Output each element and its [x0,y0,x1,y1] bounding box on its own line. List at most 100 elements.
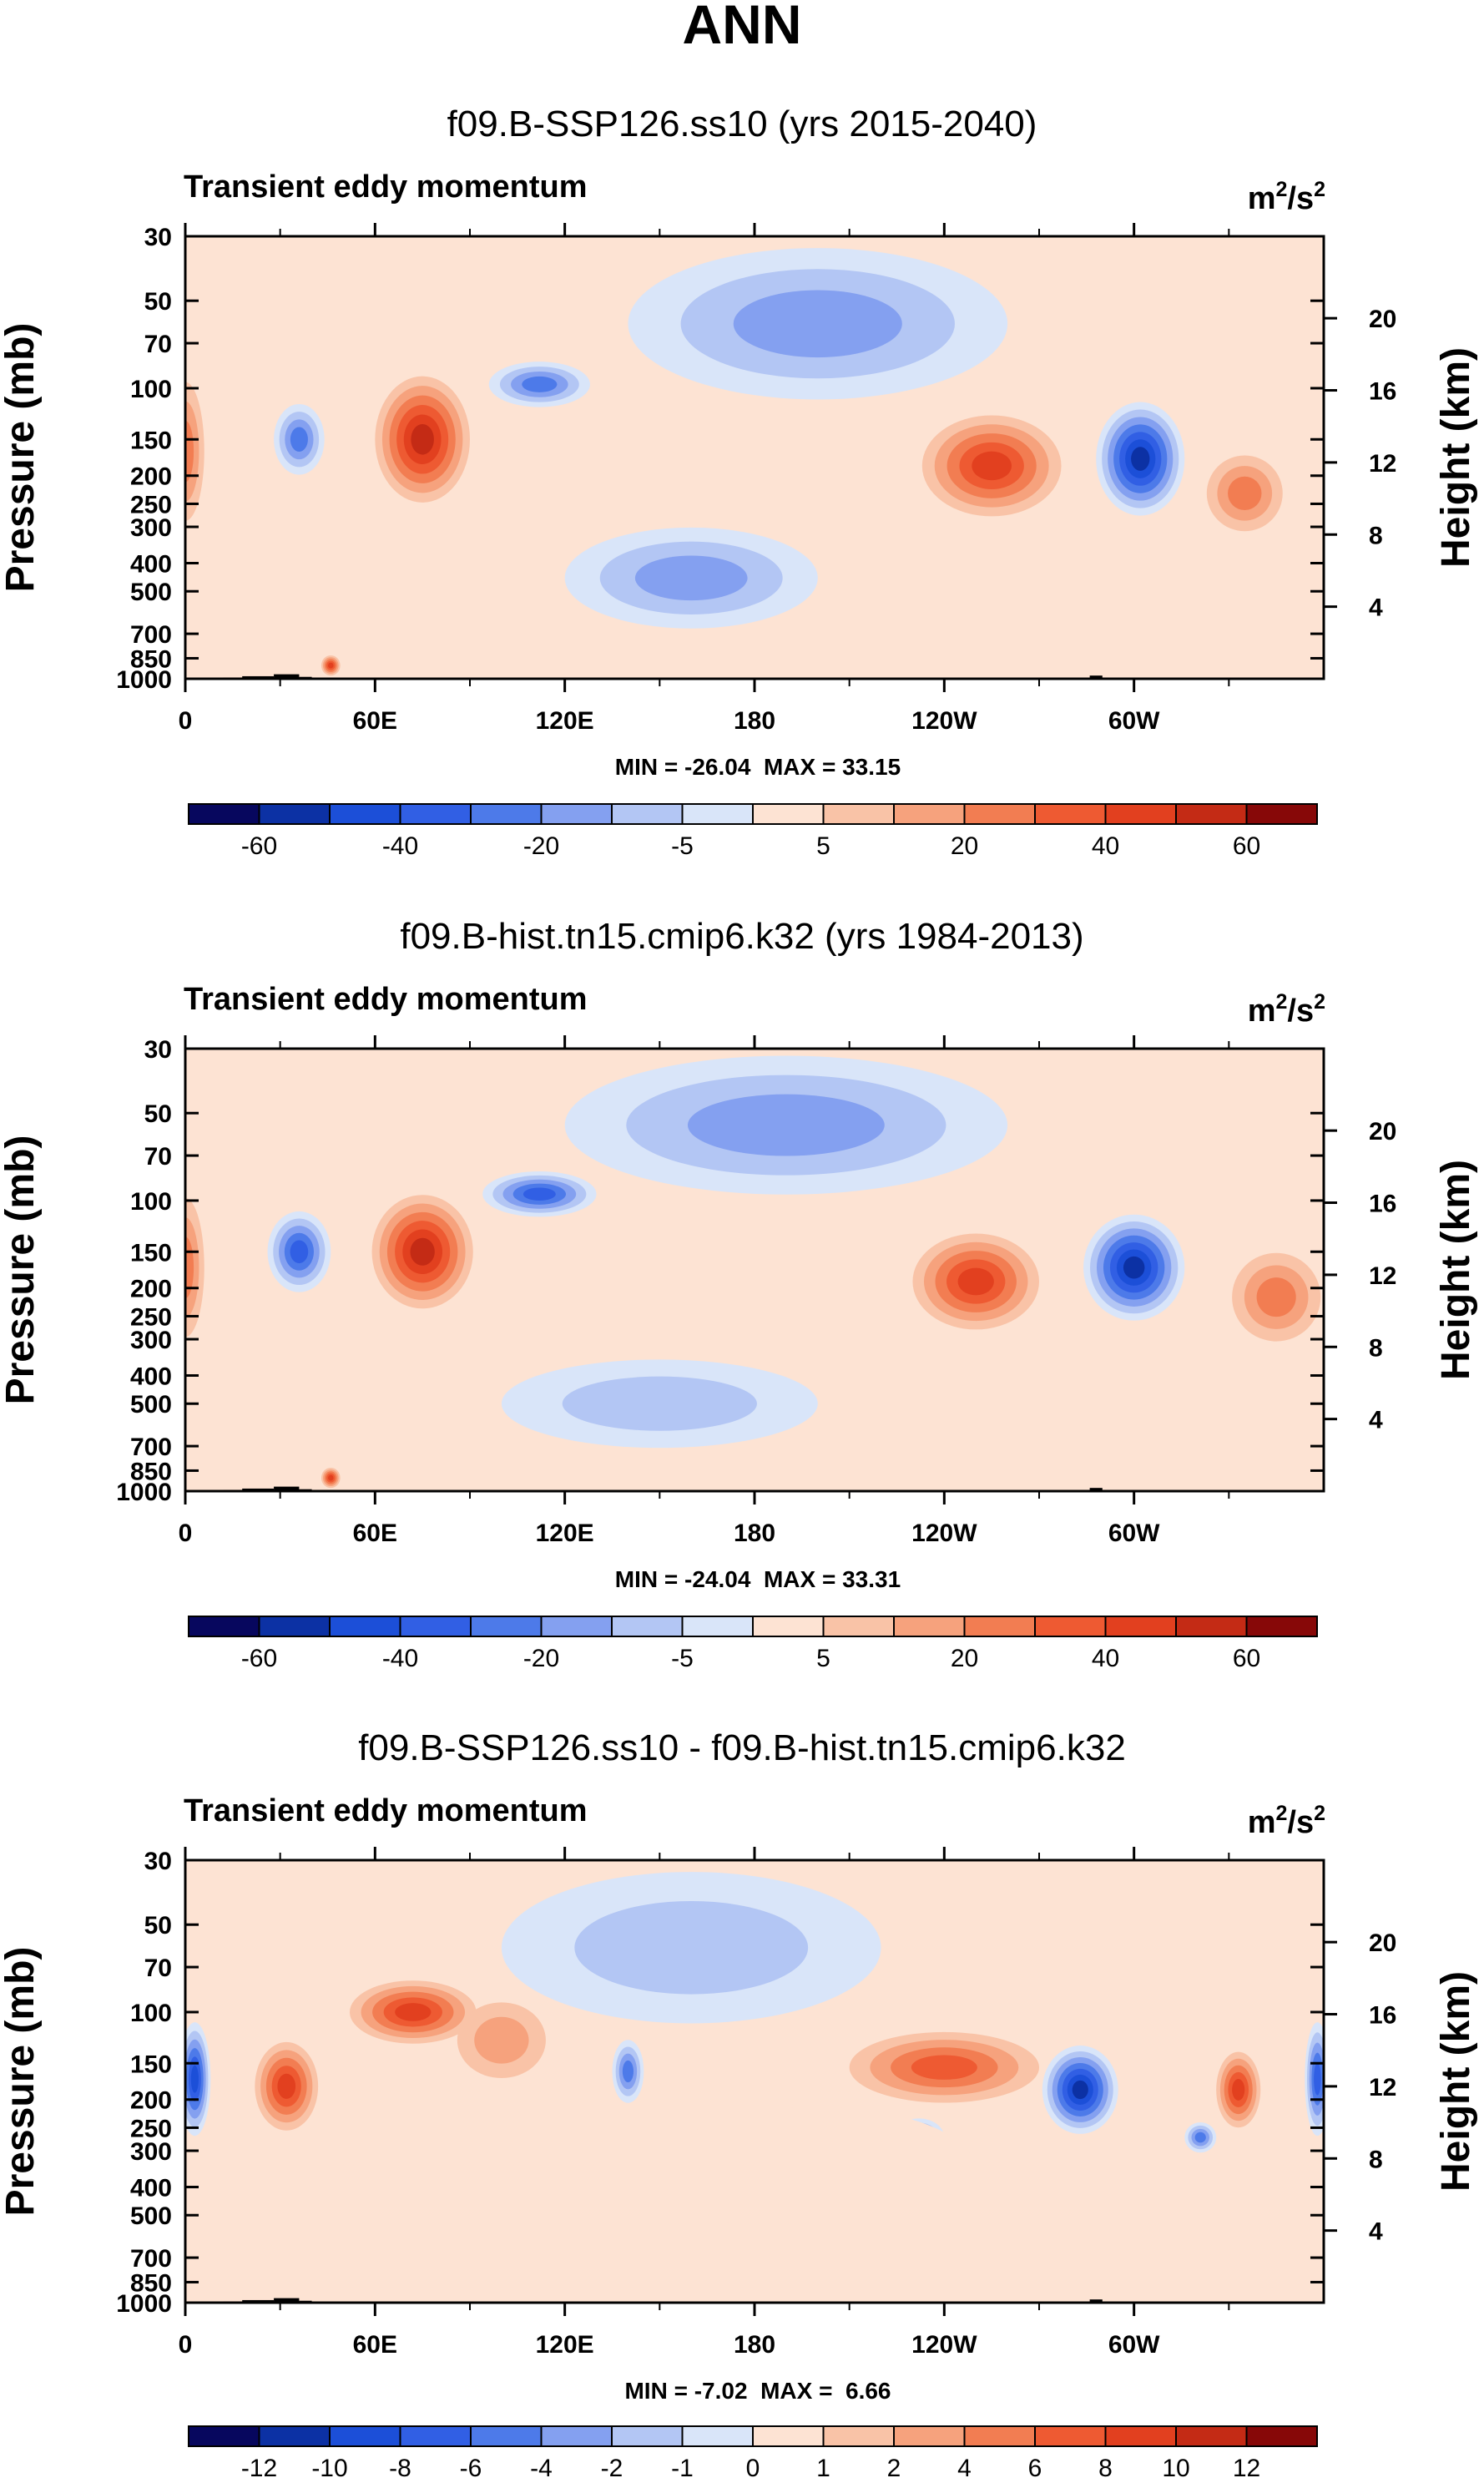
colorbar-box [1245,1616,1318,1637]
colorbar-label: 1 [816,2455,830,2482]
contour-feature-1 [185,2022,211,2137]
x-tick-label: 120W [911,1520,977,1547]
y-tick-label: 150 [130,2051,172,2078]
contour-level [574,1900,809,1995]
x-tick-label: 60E [353,1520,397,1547]
height-tick-label: 8 [1369,522,1383,549]
colorbar-label: -60 [241,832,277,860]
x-tick-label: 60E [353,2331,397,2359]
panel-3-title: f09.B-SSP126.ss10 - f09.B-hist.tn15.cmip… [358,1727,1126,1768]
x-tick-label: 0 [179,2331,193,2359]
contour-level [1232,2079,1245,2101]
y-tick-label: 400 [130,551,172,579]
panel-3-min-max: MIN = -7.02 MAX = 6.66 [624,2378,891,2404]
colorbar-box [822,803,895,825]
colorbar-label: 0 [746,2455,760,2482]
colorbar-box [893,2425,966,2447]
colorbar-label: -5 [671,832,694,860]
panel-2-colorbar: -60 -40 -20 -5 5 20 40 60 [188,1616,1318,1672]
colorbar-box [1034,803,1107,825]
colorbar-label: 20 [951,832,978,860]
colorbar-box [329,803,401,825]
contour-level [972,451,1012,481]
panel-3-colorbar: -12 -10 -8 -6 -4 -2 -1 0 1 2 4 6 8 10 12 [188,2425,1318,2482]
colorbar-box [1245,2425,1318,2447]
panel-3: f09.B-SSP126.ss10 - f09.B-hist.tn15.cmip… [0,1727,1478,2482]
y-tick-label: 150 [130,427,172,454]
contour-feature-4 [457,2002,546,2079]
colorbar-box [188,2425,260,2447]
colorbar-label: -60 [241,1645,277,1672]
y-tick-label: 850 [130,2269,172,2297]
y-tick-label: 700 [130,2245,172,2273]
colorbar-box [752,803,825,825]
contour-feature-8 [321,655,341,676]
contour-feature-8 [1042,2046,1118,2134]
panel-2-contour-field [185,1049,1324,1491]
y-tick-label: 850 [130,645,172,673]
colorbar-label: 40 [1092,832,1119,860]
y-tick-label: 500 [130,579,172,606]
panel-3-variable: Transient eddy momentum [184,1793,588,1828]
y-tick-label: 70 [144,1955,172,1982]
contour-level [634,555,748,601]
x-tick-label: 0 [179,1520,193,1547]
colorbar-label: 2 [887,2455,901,2482]
contour-feature-4 [488,362,590,407]
height-tick-label: 8 [1369,2146,1383,2173]
panel-2-ylabel: Pressure (mb) [0,1135,43,1405]
colorbar-box [188,1616,260,1637]
colorbar-box [752,2425,825,2447]
contour-feature-5 [612,2040,644,2103]
contour-level [733,290,902,358]
x-tick-label: 120E [536,1520,594,1547]
y-tick-label: 300 [130,1327,172,1354]
panel-2-min-max: MIN = -24.04 MAX = 33.31 [615,1566,901,1592]
contour-level [522,1187,556,1201]
terrain-mask [242,2299,275,2303]
contour-feature-3 [375,376,470,503]
contour-feature-9 [628,248,1008,400]
contour-level [290,1240,309,1264]
panel-2-variable: Transient eddy momentum [184,982,588,1017]
contour-level [562,1376,757,1431]
contour-feature-2 [255,2041,319,2131]
y-tick-label: 200 [130,2087,172,2115]
contour-feature-13 [501,1872,881,2024]
colorbar-label: 12 [1233,2455,1260,2482]
y-tick-label: 50 [144,288,172,316]
y-tick-label: 100 [130,2000,172,2027]
colorbar-box [1104,2425,1177,2447]
x-tick-label: 120W [911,707,977,735]
height-tick-label: 16 [1369,2002,1396,2030]
colorbar-label: -4 [530,2455,553,2482]
y-tick-label: 150 [130,1239,172,1267]
contour-level [410,1237,435,1266]
contour-level [190,2065,199,2093]
colorbar-box [1034,2425,1107,2447]
y-tick-label: 100 [130,376,172,403]
figure-title: ANN [683,0,802,55]
y-tick-label: 500 [130,2202,172,2230]
x-tick-label: 180 [734,2331,775,2359]
contour-level [659,2106,977,2233]
contour-feature-4 [482,1171,597,1217]
panel-3-units: m2/s2 [1248,1802,1325,1840]
panel-1-contour-field [185,236,1324,679]
contour-feature-6 [1083,1214,1185,1321]
colorbar-box [611,1616,684,1637]
x-tick-label: 120W [911,2331,977,2359]
height-tick-label: 20 [1369,1118,1396,1145]
colorbar-box [258,2425,331,2447]
y-tick-label: 300 [130,2138,172,2166]
colorbar-label: 10 [1162,2455,1189,2482]
y-tick-label: 30 [144,1036,172,1064]
colorbar-box [893,1616,966,1637]
panel-2-ylabel-right: Height (km) [1434,1160,1478,1380]
panel-1-variable: Transient eddy momentum [184,169,588,205]
y-tick-label: 500 [130,1391,172,1418]
y-tick-label: 100 [130,1188,172,1216]
x-tick-label: 180 [734,707,775,735]
contour-level [185,420,194,483]
